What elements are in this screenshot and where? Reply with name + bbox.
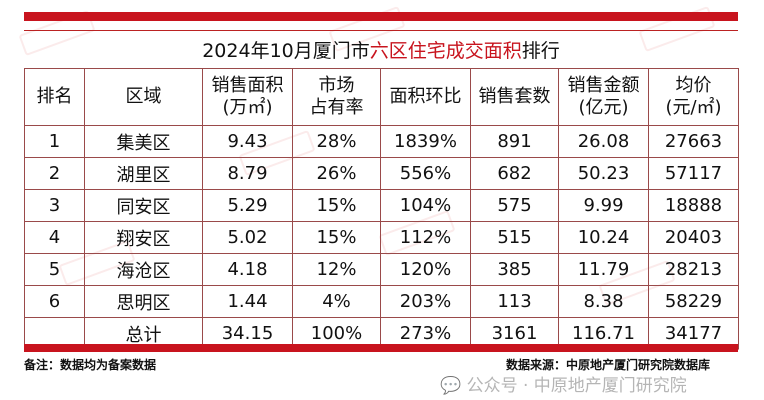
column-header: 排名 [24, 68, 85, 126]
title-suffix: 排行 [521, 40, 560, 62]
table-cell: 11.79 [558, 253, 649, 286]
table-cell: 104% [380, 189, 471, 222]
table-cell: 20403 [648, 221, 739, 254]
divider [24, 30, 738, 31]
column-header: 区域 [84, 68, 203, 126]
table-cell: 26.08 [558, 125, 649, 158]
column-header: 面积环比 [380, 68, 471, 126]
column-header: 市场 占有率 [292, 68, 381, 126]
table-cell: 8.79 [202, 157, 293, 190]
column-header: 销售金额 (亿元) [558, 68, 649, 126]
table-cell: 682 [470, 157, 559, 190]
table-row: 3 同安区 5.29 15% 104% 575 9.99 18888 [24, 189, 739, 222]
table-cell: 9.99 [558, 189, 649, 222]
table-cell: 57117 [648, 157, 739, 190]
wechat-watermark: 💬 公众号 · 中原地产厦门研究院 [440, 376, 687, 396]
table-cell: 3 [24, 189, 85, 222]
table-cell: 15% [292, 221, 381, 254]
table-cell: 575 [470, 189, 559, 222]
table-cell: 9.43 [202, 125, 293, 158]
table-row: 1 集美区 9.43 28% 1839% 891 26.08 27663 [24, 125, 739, 158]
table-cell: 5.02 [202, 221, 293, 254]
table-cell: 15% [292, 189, 381, 222]
bottom-red-bar [24, 344, 738, 352]
table-cell: 集美区 [84, 125, 203, 158]
table-cell: 50.23 [558, 157, 649, 190]
table-row: 6 思明区 1.44 4% 203% 113 8.38 58229 [24, 285, 739, 318]
header-row: 排名 区域 销售面积 (万㎡) 市场 占有率 面积环比 销售套数 销售金额 (亿元) 均价 (元/㎡) [24, 68, 739, 126]
table-cell: 5.29 [202, 189, 293, 222]
table-cell: 26% [292, 157, 381, 190]
column-header: 销售面积 (万㎡) [202, 68, 293, 126]
table-cell: 5 [24, 253, 85, 286]
table-cell: 思明区 [84, 285, 203, 318]
table-cell: 112% [380, 221, 471, 254]
table-row: 5 海沧区 4.18 12% 120% 385 11.79 28213 [24, 253, 739, 286]
table-cell: 18888 [648, 189, 739, 222]
table-cell: 翔安区 [84, 221, 203, 254]
ranking-table: 排名 区域 销售面积 (万㎡) 市场 占有率 面积环比 销售套数 销售金额 (亿元) 均价 (元/㎡)… [24, 68, 739, 350]
table-cell: 1.44 [202, 285, 293, 318]
table-cell: 4.18 [202, 253, 293, 286]
table-cell: 4 [24, 221, 85, 254]
table-cell: 385 [470, 253, 559, 286]
column-header: 销售套数 [470, 68, 559, 126]
table-cell: 6 [24, 285, 85, 318]
table-cell: 2 [24, 157, 85, 190]
table-cell: 10.24 [558, 221, 649, 254]
table-cell: 113 [470, 285, 559, 318]
top-red-bar [24, 12, 738, 21]
table-cell: 58229 [648, 285, 739, 318]
table-cell: 556% [380, 157, 471, 190]
table-row: 4 翔安区 5.02 15% 112% 515 10.24 20403 [24, 221, 739, 254]
table-cell: 同安区 [84, 189, 203, 222]
table-cell: 4% [292, 285, 381, 318]
table-cell: 1 [24, 125, 85, 158]
table-cell: 27663 [648, 125, 739, 158]
table-cell: 28% [292, 125, 381, 158]
table-cell: 515 [470, 221, 559, 254]
table-cell: 1839% [380, 125, 471, 158]
table-cell: 203% [380, 285, 471, 318]
footnote: 备注：数据均为备案数据 [24, 358, 157, 372]
wechat-watermark-text: 公众号 · 中原地产厦门研究院 [466, 376, 687, 396]
table-cell: 湖里区 [84, 157, 203, 190]
table-cell: 120% [380, 253, 471, 286]
table-cell: 8.38 [558, 285, 649, 318]
table-cell: 12% [292, 253, 381, 286]
table-cell: 891 [470, 125, 559, 158]
column-header: 均价 (元/㎡) [648, 68, 739, 126]
title-prefix: 2024年10月厦门市 [202, 40, 370, 62]
title-highlight: 六区住宅成交面积 [369, 40, 522, 62]
wechat-icon: 💬 [440, 376, 462, 396]
data-source: 数据来源：中原地产厦门研究院数据库 [506, 358, 711, 372]
table-row: 2 湖里区 8.79 26% 556% 682 50.23 57117 [24, 157, 739, 190]
page-title: 2024年10月厦门市六区住宅成交面积排行 [24, 36, 738, 66]
table-cell: 海沧区 [84, 253, 203, 286]
table-cell: 28213 [648, 253, 739, 286]
